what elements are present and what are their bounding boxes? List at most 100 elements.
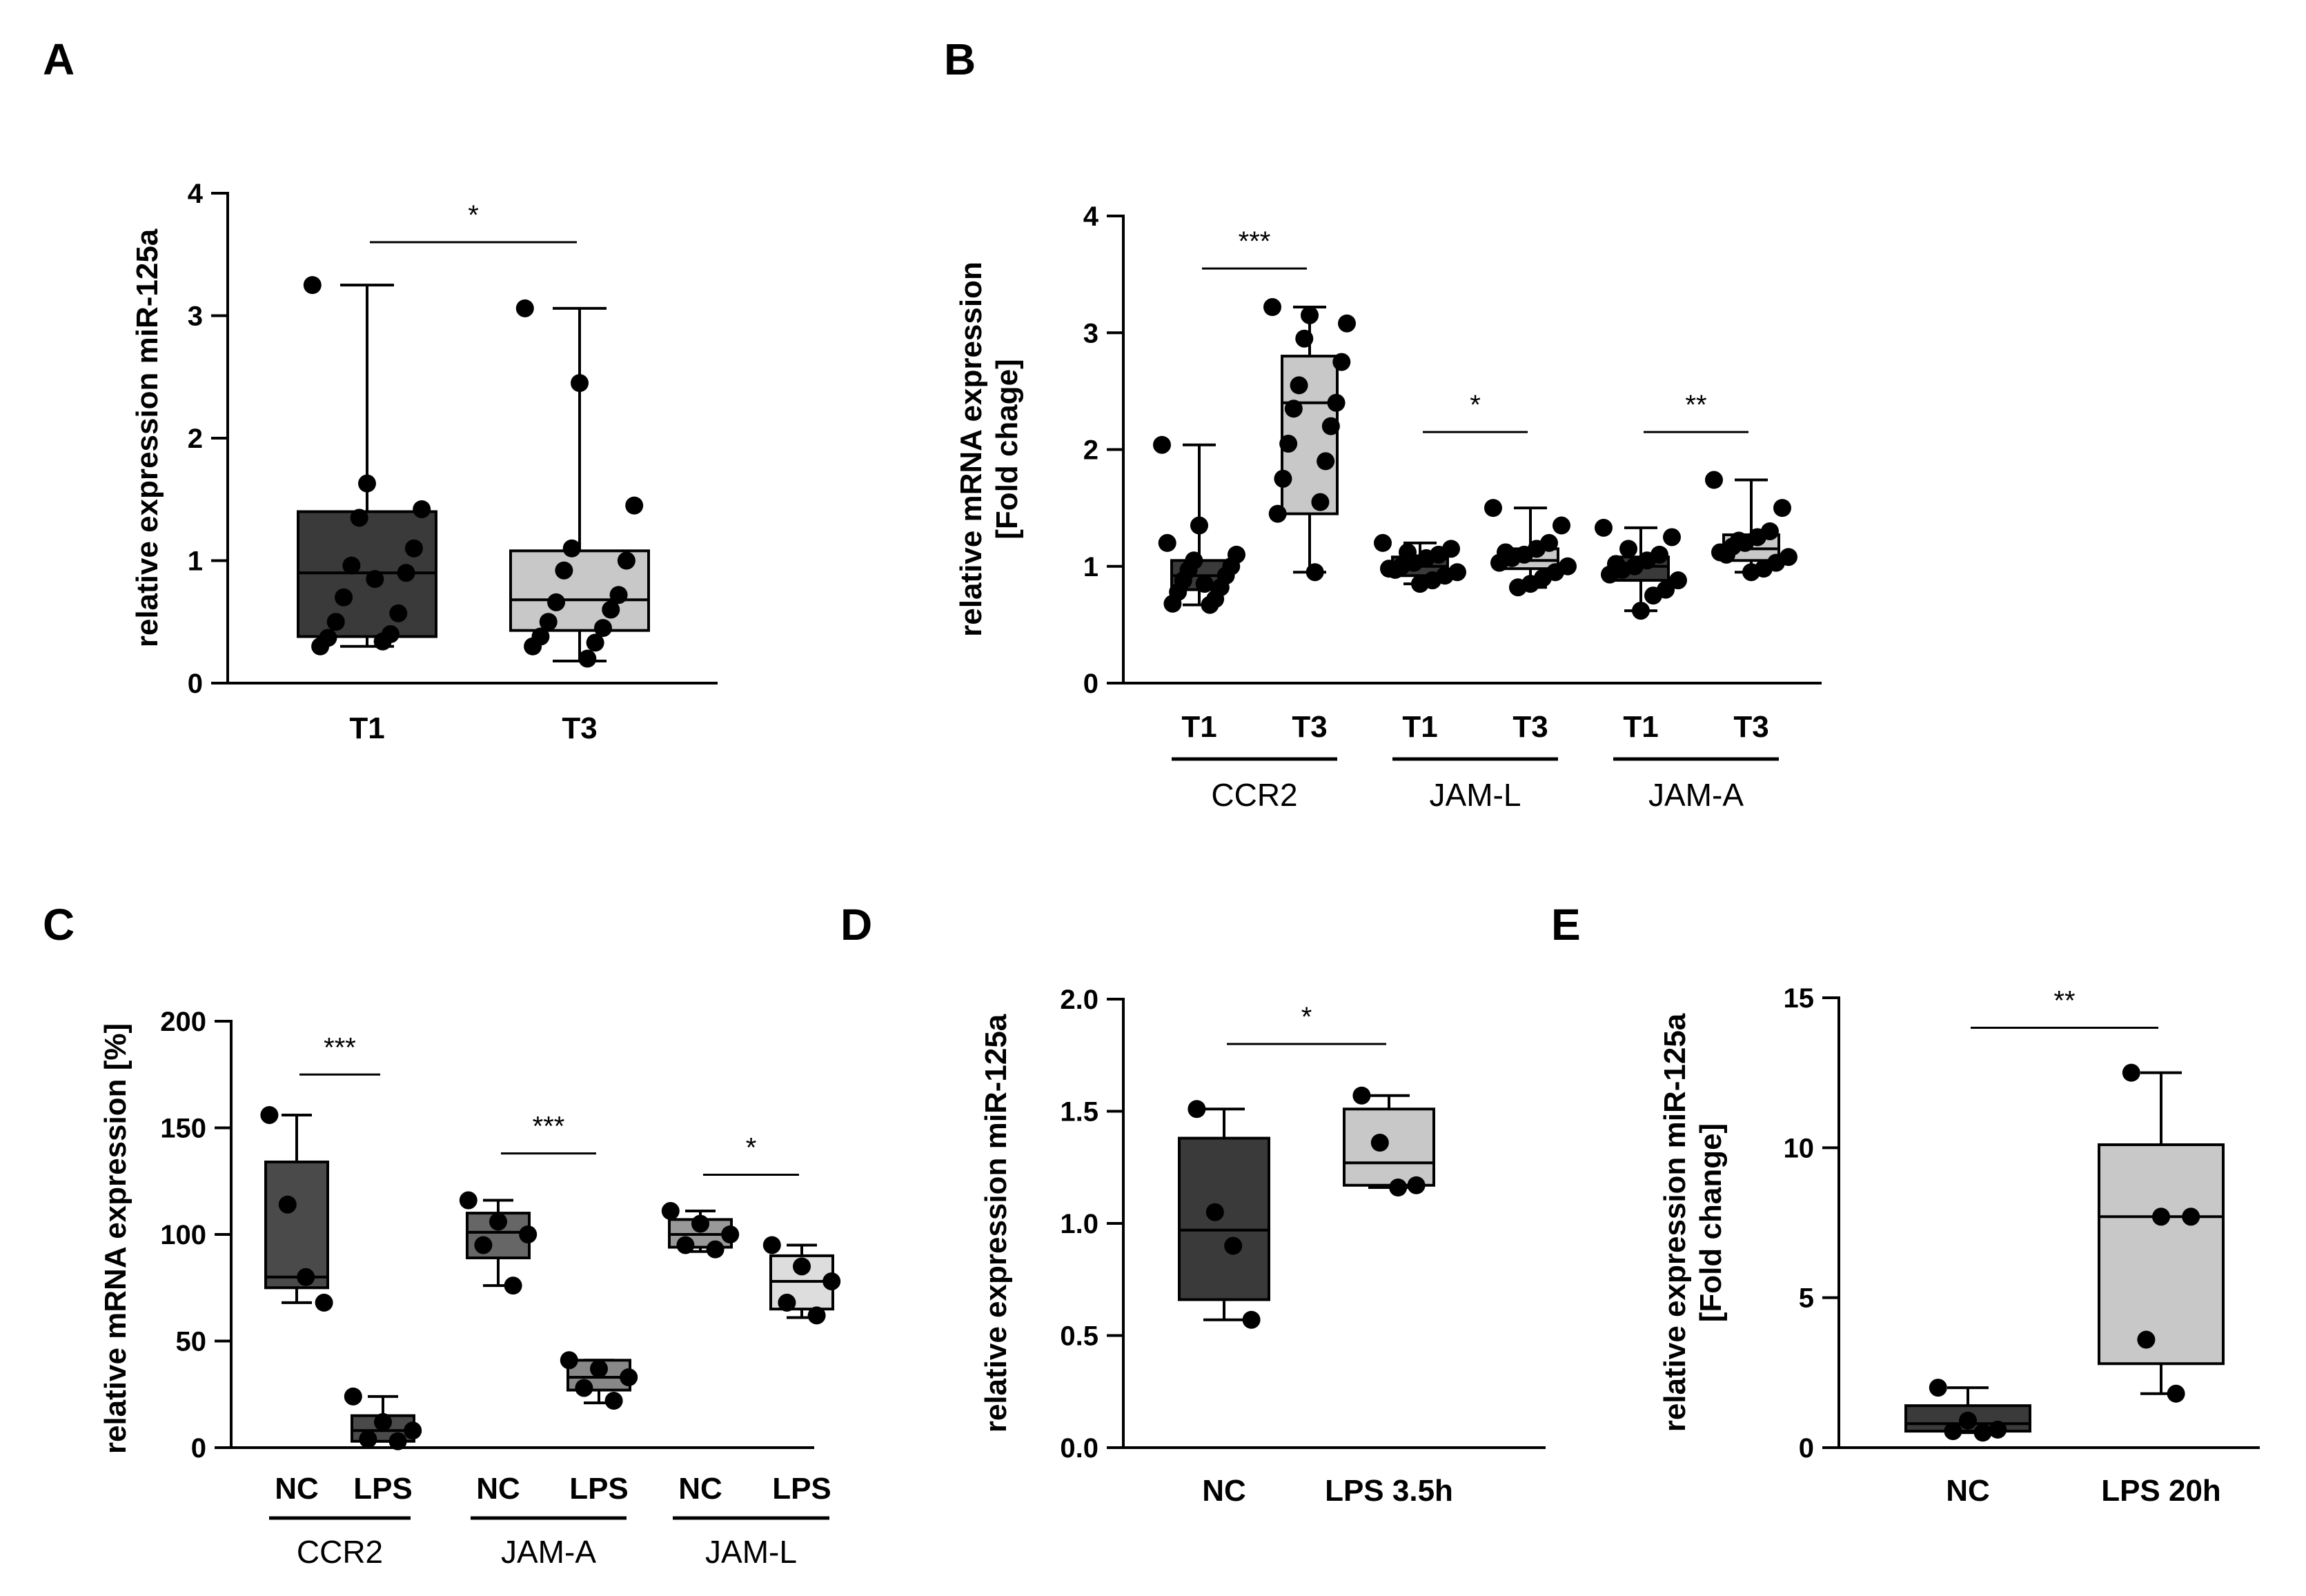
- data-point: [344, 1387, 362, 1406]
- data-point: [1370, 1134, 1389, 1152]
- box-iqr: [1281, 355, 1339, 515]
- data-point: [547, 593, 566, 611]
- y-tick-label: 2.0: [1060, 985, 1098, 1015]
- data-point: [1290, 376, 1308, 395]
- panel-e: E 0 5 10 15 relative expression miR-125a [Fol…: [1551, 900, 2260, 1508]
- data-point: [578, 649, 597, 668]
- data-point: [1663, 528, 1681, 546]
- significance-label: ***: [533, 1112, 565, 1142]
- data-point: [1352, 1086, 1371, 1105]
- y-tick-label: 1.0: [1060, 1209, 1098, 1239]
- data-point: [2182, 1208, 2200, 1226]
- significance-label: *: [746, 1132, 757, 1163]
- chart-b: 0 1 2 3 4 relative mRNA expression [Fold chage…: [954, 201, 1822, 813]
- data-point: [1386, 560, 1404, 579]
- group-label: CCR2: [1211, 777, 1297, 813]
- data-point: [1263, 298, 1281, 317]
- x-category-label: LPS: [353, 1472, 413, 1506]
- data-point: [1279, 435, 1298, 453]
- y-tick-label: 2: [188, 424, 203, 454]
- data-point: [1268, 504, 1287, 523]
- data-point: [1553, 516, 1570, 535]
- x-category-label: T3: [1292, 710, 1327, 744]
- data-point: [1973, 1423, 1992, 1442]
- data-point: [1742, 563, 1760, 582]
- significance-label: *: [1470, 390, 1481, 420]
- data-point: [1195, 575, 1214, 593]
- data-point: [691, 1214, 709, 1233]
- data-point: [358, 474, 376, 493]
- data-point: [2152, 1208, 2170, 1226]
- data-point: [413, 500, 431, 518]
- data-point: [1959, 1411, 1977, 1430]
- y-tick-label: 15: [1784, 983, 1815, 1014]
- data-point: [617, 551, 635, 570]
- data-point: [706, 1240, 725, 1259]
- x-category-label: T1: [349, 711, 384, 745]
- data-point: [1989, 1420, 2007, 1439]
- data-point: [278, 1195, 297, 1214]
- y-axis-label: relative mRNA expression [%]: [99, 1023, 132, 1454]
- data-point: [2167, 1384, 2185, 1403]
- panel-a: A 0 1 2 3 4 relative expression miR-125a T1 T3 *: [43, 35, 718, 745]
- x-category-label: LPS 3.5h: [1325, 1474, 1453, 1508]
- group-label: JAM-L: [1430, 777, 1521, 813]
- group-label: JAM-A: [1648, 777, 1744, 813]
- data-point: [519, 1225, 538, 1243]
- data-point: [1205, 1203, 1224, 1221]
- data-point: [1338, 314, 1356, 333]
- data-point: [1188, 1100, 1206, 1119]
- data-point: [504, 1277, 522, 1295]
- data-point: [1284, 400, 1303, 418]
- y-tick-label: 10: [1784, 1133, 1815, 1163]
- data-point: [459, 1191, 477, 1210]
- y-tick-label: 150: [160, 1114, 206, 1144]
- data-point: [1301, 306, 1319, 324]
- y-tick-label: 200: [160, 1007, 206, 1037]
- x-category-label: LPS 20h: [2101, 1474, 2221, 1508]
- x-category-label: T3: [562, 711, 597, 745]
- significance-label: **: [1685, 390, 1706, 420]
- x-category-label: NC: [1202, 1474, 1246, 1508]
- data-point: [676, 1236, 695, 1254]
- data-point: [1274, 469, 1292, 488]
- y-tick-label: 5: [1799, 1283, 1814, 1314]
- y-tick-label: 2: [1083, 435, 1098, 466]
- data-point: [350, 509, 368, 527]
- y-tick-label: 100: [160, 1220, 206, 1250]
- y-tick-label: 0: [1083, 669, 1098, 699]
- significance-label: **: [2053, 985, 2075, 1016]
- y-tick-label: 1: [1083, 552, 1098, 582]
- data-point: [575, 1379, 593, 1397]
- data-point: [762, 1236, 781, 1254]
- data-point: [721, 1225, 740, 1243]
- data-point: [1705, 471, 1723, 489]
- chart-c: 0 50 100 150 200 relative mRNA expression [%]…: [99, 1007, 841, 1570]
- box-iqr: [264, 1160, 329, 1290]
- significance-label: *: [1301, 1002, 1312, 1032]
- data-point: [1944, 1422, 1962, 1441]
- chart-d: 0.0 0.5 1.0 1.5 2.0 relative expression miR-1…: [979, 985, 1546, 1508]
- data-point: [1389, 1179, 1408, 1196]
- x-category-label: T1: [1623, 710, 1658, 744]
- data-point: [489, 1212, 507, 1231]
- y-axis-label: relative expression miR-125a: [1658, 1013, 1692, 1432]
- data-point: [1327, 393, 1346, 412]
- panel-d: D 0.0 0.5 1.0 1.5 2.0 relative expression miR…: [840, 900, 1546, 1508]
- y-tick-label: 0: [188, 669, 203, 699]
- data-point: [359, 1430, 377, 1448]
- y-tick-label: 4: [1083, 201, 1099, 232]
- panel-label-b: B: [944, 35, 976, 84]
- x-category-label: NC: [476, 1472, 520, 1506]
- box-iqr: [1343, 1107, 1435, 1187]
- data-point: [342, 556, 361, 575]
- data-point: [1607, 555, 1625, 573]
- x-category-label: LPS: [569, 1472, 629, 1506]
- data-point: [593, 619, 612, 638]
- significance-label: *: [468, 200, 479, 230]
- data-point: [404, 539, 423, 558]
- data-point: [586, 633, 604, 652]
- data-point: [1317, 452, 1335, 471]
- y-axis-label: relative expression miR-125a: [130, 228, 164, 647]
- data-point: [1399, 543, 1417, 562]
